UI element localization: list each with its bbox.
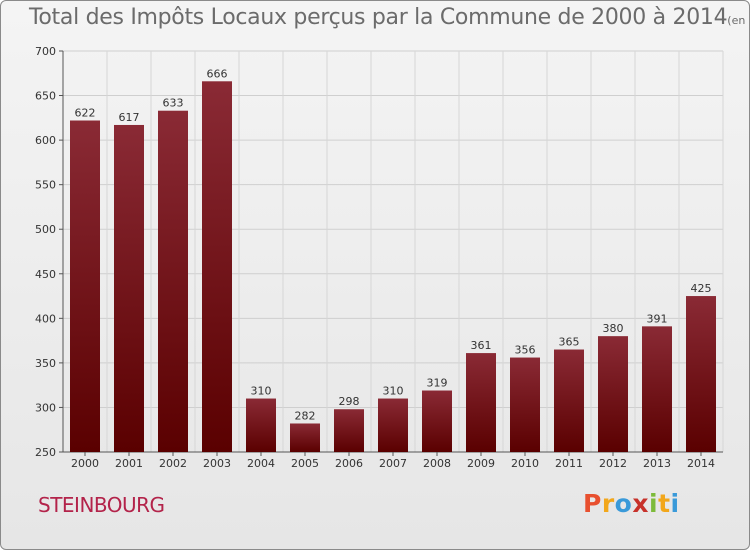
x-tick-label-2013: 2013 [643,457,671,470]
bar-2009 [466,353,496,452]
bar-2003 [202,81,232,452]
logo-letter: i [670,489,680,518]
y-tick-label: 700 [35,45,56,58]
x-tick-label-2008: 2008 [423,457,451,470]
bar-2013 [642,326,672,452]
logo-letter: i [649,489,659,518]
value-label-2014: 425 [691,282,712,295]
bar-2007 [378,398,408,452]
bar-2014 [686,296,716,452]
bar-2000 [70,120,100,453]
x-tick-label-2007: 2007 [379,457,407,470]
x-tick-label-2002: 2002 [159,457,187,470]
x-tick-label-2006: 2006 [335,457,363,470]
chart-unit: (en milliers d'€) [727,14,749,27]
value-label-2008: 319 [427,377,448,390]
value-label-2010: 356 [515,344,536,357]
chart-title: Total des Impôts Locaux perçus par la Co… [29,5,749,30]
value-label-2004: 310 [251,385,272,398]
y-tick-label: 300 [35,401,56,414]
y-tick-label: 650 [35,90,56,103]
value-label-2002: 633 [163,97,184,110]
commune-name: STEINBOURG [38,493,165,517]
labels: 250 300 350 400 450 500 550 600 650 700 622 2000 617… [35,45,715,470]
y-tick-label: 550 [35,179,56,192]
x-tick-label-2005: 2005 [291,457,319,470]
bar-2001 [114,124,144,452]
x-tick-label-2010: 2010 [511,457,539,470]
x-tick-label-2012: 2012 [599,457,627,470]
y-tick-label: 400 [35,312,56,325]
bar-2008 [422,390,452,452]
value-label-2006: 298 [339,395,360,408]
y-tick-label: 350 [35,357,56,370]
x-tick-label-2014: 2014 [687,457,715,470]
value-label-2005: 282 [295,409,316,422]
logo-letter: t [658,489,671,518]
logo-letter: o [614,489,633,518]
bar-2002 [158,110,188,453]
value-label-2003: 666 [207,67,228,80]
bar-2010 [510,357,540,452]
x-tick-label-2011: 2011 [555,457,583,470]
value-label-2011: 365 [559,336,580,349]
y-tick-label: 450 [35,268,56,281]
y-tick-label: 600 [35,134,56,147]
value-label-2007: 310 [383,385,404,398]
y-tick-label: 250 [35,446,56,459]
value-label-2009: 361 [471,339,492,352]
bar-2005 [290,423,320,452]
bar-2004 [246,398,276,452]
value-label-2000: 622 [75,107,96,120]
logo-letter: P [583,489,602,518]
x-tick-label-2009: 2009 [467,457,495,470]
x-tick-label-2004: 2004 [247,457,275,470]
y-tick-label: 500 [35,223,56,236]
bar-2011 [554,349,584,452]
bar-2006 [334,409,364,452]
proxiti-logo: Proxiti [583,489,680,518]
x-tick-label-2001: 2001 [115,457,143,470]
value-label-2013: 391 [647,312,668,325]
logo-letter: r [601,489,615,518]
bar-2012 [598,336,628,452]
bars [70,81,716,453]
x-tick-label-2000: 2000 [71,457,99,470]
value-label-2001: 617 [119,111,140,124]
value-label-2012: 380 [603,322,624,335]
x-tick-label-2003: 2003 [203,457,231,470]
chart-title-text: Total des Impôts Locaux perçus par la Co… [29,5,728,30]
logo-letter: x [632,489,649,518]
